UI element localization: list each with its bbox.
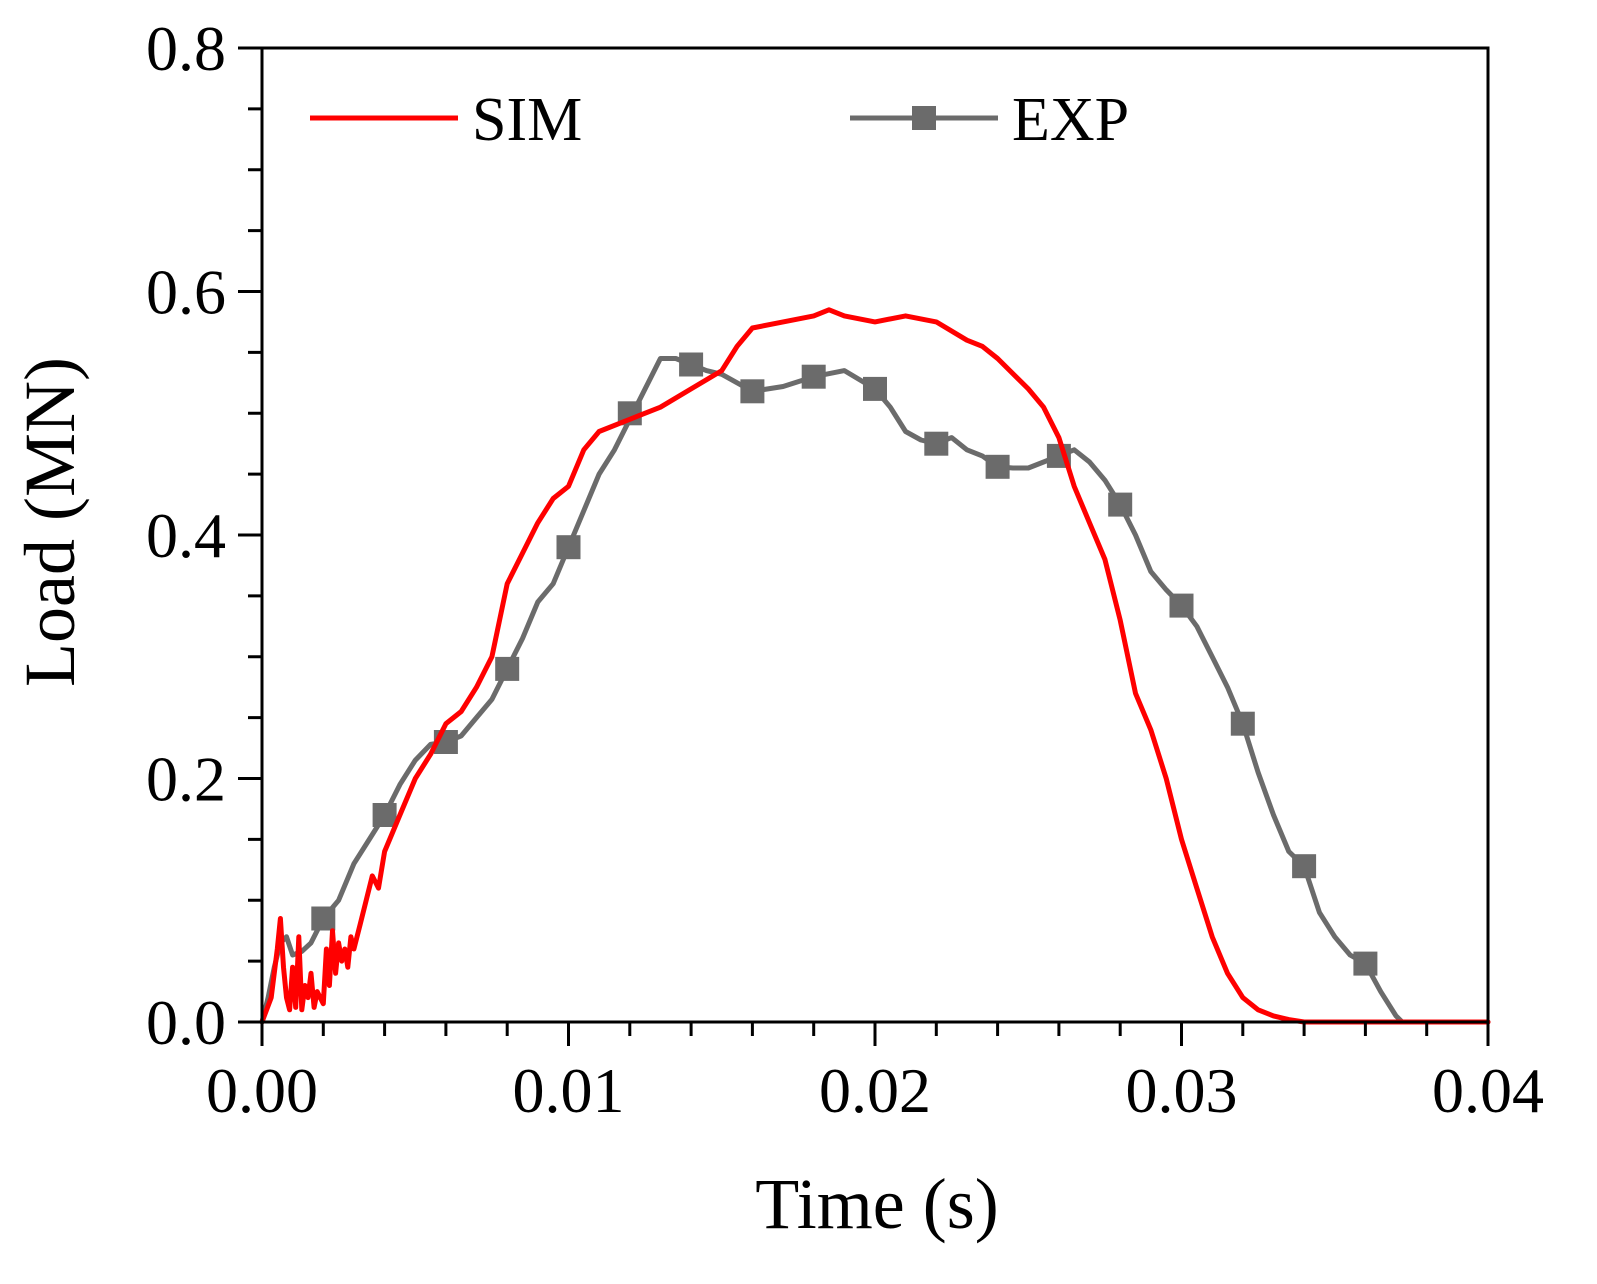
x-axis-title: Time (s) [755, 1164, 998, 1244]
x-tick-label: 0.04 [1432, 1055, 1544, 1126]
x-tick-label: 0.01 [513, 1055, 625, 1126]
series-exp-marker [924, 431, 949, 456]
series-exp-marker [801, 364, 826, 389]
series-exp-line [259, 356, 1491, 1025]
legend-exp-marker [912, 106, 936, 130]
x-tick-label: 0.00 [206, 1055, 318, 1126]
legend-exp-label: EXP [1012, 86, 1129, 154]
series-exp-marker [1230, 711, 1255, 736]
series-sim-line [259, 307, 1491, 1025]
x-tick-label: 0.02 [819, 1055, 931, 1126]
series-layer [259, 307, 1491, 1025]
y-tick-label: 0.6 [146, 257, 226, 328]
ticks-layer: 0.00 0.01 0.02 0.03 0.04 0.0 0.2 0.4 0.6 0.8 [146, 13, 1544, 1126]
series-exp-marker [495, 656, 520, 681]
y-tick-label: 0.8 [146, 13, 226, 84]
series-exp-marker [311, 906, 336, 931]
y-tick-label: 0.2 [146, 744, 226, 815]
legend: SIM EXP [310, 86, 1129, 154]
legend-sim-label: SIM [472, 86, 582, 154]
y-tick-label: 0.0 [146, 987, 226, 1058]
series-exp-marker [985, 454, 1010, 479]
y-tick-label: 0.4 [146, 500, 226, 571]
series-exp-marker [1292, 854, 1317, 879]
series-exp-marker [1169, 593, 1194, 618]
series-exp-marker [1353, 951, 1378, 976]
series-exp-marker [863, 376, 887, 401]
series-exp-marker [740, 379, 765, 404]
series-exp-marker [1108, 492, 1133, 517]
x-tick-label: 0.03 [1126, 1055, 1238, 1126]
y-axis-title: Load (MN) [10, 357, 90, 687]
series-exp-marker [372, 803, 397, 827]
series-exp-marker [679, 352, 704, 377]
series-exp-marker [556, 535, 581, 560]
